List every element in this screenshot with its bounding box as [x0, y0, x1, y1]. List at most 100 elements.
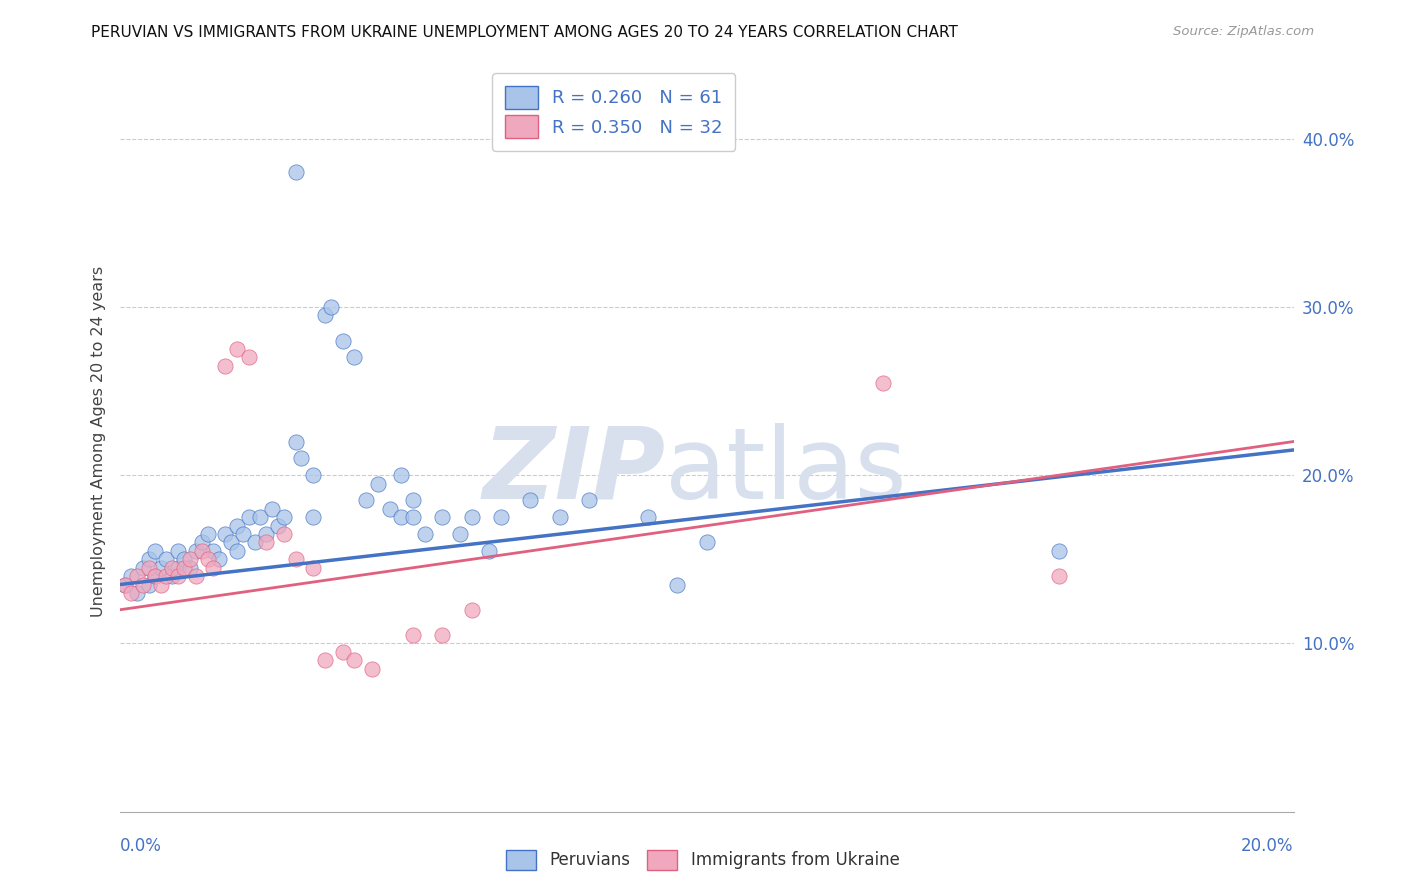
Point — [214, 359, 236, 373]
Point — [167, 569, 190, 583]
Point — [214, 527, 236, 541]
Point — [578, 493, 600, 508]
Point — [432, 510, 454, 524]
Text: ZIP: ZIP — [482, 423, 665, 520]
Point — [290, 451, 312, 466]
Point — [173, 560, 195, 574]
Point — [120, 586, 142, 600]
Point — [225, 544, 249, 558]
Point — [254, 527, 277, 541]
Point — [378, 501, 401, 516]
Point — [238, 351, 260, 365]
Point — [143, 569, 166, 583]
Point — [219, 535, 242, 549]
Point — [402, 510, 425, 524]
Point — [478, 544, 501, 558]
Point — [389, 510, 412, 524]
Point — [127, 569, 149, 583]
Point — [332, 334, 354, 348]
Point — [138, 560, 160, 574]
Point — [872, 376, 894, 390]
Text: PERUVIAN VS IMMIGRANTS FROM UKRAINE UNEMPLOYMENT AMONG AGES 20 TO 24 YEARS CORRE: PERUVIAN VS IMMIGRANTS FROM UKRAINE UNEM… — [91, 25, 959, 40]
Point — [302, 510, 325, 524]
Point — [1047, 569, 1070, 583]
Point — [343, 653, 366, 667]
Point — [132, 577, 155, 591]
Legend: Peruvians, Immigrants from Ukraine: Peruvians, Immigrants from Ukraine — [499, 843, 907, 877]
Point — [273, 510, 295, 524]
Point — [314, 309, 336, 323]
Point — [249, 510, 271, 524]
Point — [120, 569, 142, 583]
Point — [179, 560, 201, 574]
Point — [666, 577, 689, 591]
Point — [162, 560, 184, 574]
Point — [284, 434, 307, 449]
Point — [190, 535, 212, 549]
Point — [127, 586, 149, 600]
Text: atlas: atlas — [665, 423, 907, 520]
Point — [637, 510, 659, 524]
Y-axis label: Unemployment Among Ages 20 to 24 years: Unemployment Among Ages 20 to 24 years — [90, 266, 105, 617]
Point — [1047, 544, 1070, 558]
Point — [254, 535, 277, 549]
Point — [402, 628, 425, 642]
Point — [548, 510, 571, 524]
Point — [162, 569, 184, 583]
Point — [449, 527, 471, 541]
Point — [132, 560, 155, 574]
Point — [225, 518, 249, 533]
Point — [114, 577, 136, 591]
Point — [319, 300, 342, 314]
Point — [167, 560, 190, 574]
Text: 0.0%: 0.0% — [120, 837, 162, 855]
Point — [202, 544, 225, 558]
Point — [302, 560, 325, 574]
Point — [138, 577, 160, 591]
Point — [143, 544, 166, 558]
Point — [149, 577, 172, 591]
Point — [432, 628, 454, 642]
Point — [267, 518, 290, 533]
Point — [238, 510, 260, 524]
Point — [273, 527, 295, 541]
Point — [173, 552, 195, 566]
Point — [460, 603, 484, 617]
Point — [138, 552, 160, 566]
Point — [155, 569, 177, 583]
Point — [143, 569, 166, 583]
Point — [225, 342, 249, 356]
Point — [361, 662, 384, 676]
Point — [389, 468, 412, 483]
Point — [190, 544, 212, 558]
Point — [179, 552, 201, 566]
Point — [696, 535, 718, 549]
Point — [262, 501, 284, 516]
Point — [232, 527, 254, 541]
Point — [197, 552, 219, 566]
Point — [202, 560, 225, 574]
Text: 20.0%: 20.0% — [1241, 837, 1294, 855]
Point — [460, 510, 484, 524]
Point — [184, 569, 207, 583]
Legend: R = 0.260   N = 61, R = 0.350   N = 32: R = 0.260 N = 61, R = 0.350 N = 32 — [492, 73, 735, 151]
Point — [332, 645, 354, 659]
Point — [197, 527, 219, 541]
Point — [302, 468, 325, 483]
Point — [367, 476, 389, 491]
Point — [519, 493, 541, 508]
Point — [243, 535, 266, 549]
Point — [184, 544, 207, 558]
Point — [354, 493, 377, 508]
Point — [149, 560, 172, 574]
Point — [284, 552, 307, 566]
Text: Source: ZipAtlas.com: Source: ZipAtlas.com — [1174, 25, 1315, 38]
Point — [413, 527, 436, 541]
Point — [155, 552, 177, 566]
Point — [114, 577, 136, 591]
Point — [402, 493, 425, 508]
Point — [314, 653, 336, 667]
Point — [489, 510, 512, 524]
Point — [284, 165, 307, 179]
Point — [167, 544, 190, 558]
